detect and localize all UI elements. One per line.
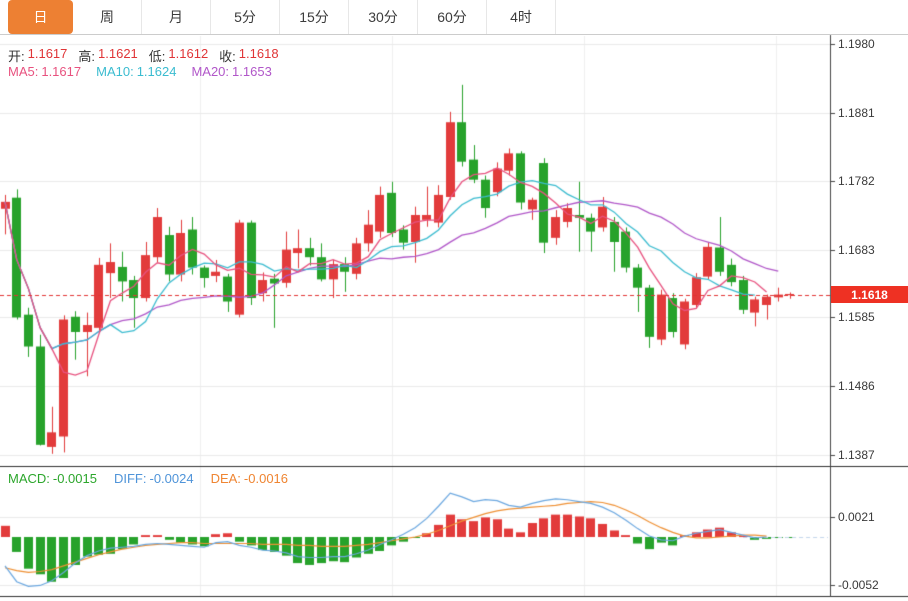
macd-row-item: DEA: -0.0016 [211, 471, 288, 486]
ohlc-row-item: 低: 1.1612 [149, 46, 208, 65]
ma-row-value: 1.1617 [41, 64, 82, 79]
ohlc-row-value: 1.1621 [98, 46, 138, 61]
tab-4hour[interactable]: 4时 [487, 0, 556, 34]
ma-row-value: 1.1653 [232, 64, 272, 79]
macd-row-item: DIFF: -0.0024 [114, 471, 194, 486]
tab-day[interactable]: 日 [8, 0, 73, 34]
ohlc-row-label: 收: [219, 49, 236, 64]
ma-row-item: MA20: 1.1653 [191, 64, 271, 79]
macd-row-label: DIFF: [113, 471, 147, 486]
ohlc-row-item: 开: 1.1617 [8, 46, 67, 65]
tab-30min[interactable]: 30分 [349, 0, 418, 34]
ohlc-row-value: 1.1617 [27, 46, 68, 61]
tab-60min[interactable]: 60分 [418, 0, 487, 34]
macd-row-label: DEA: [210, 471, 241, 486]
ma-row-item: MA10: 1.1624 [96, 64, 176, 79]
y-axis-label: -0.0052 [838, 578, 879, 592]
ohlc-row-label: 高: [78, 49, 96, 64]
ohlc-legend: 开: 1.1617 高: 1.1621 低: 1.1612 收: 1.1618 [8, 46, 279, 65]
tab-week[interactable]: 周 [73, 0, 142, 34]
y-axis-label: 1.1486 [838, 379, 875, 393]
macd-row-label: MACD: [8, 471, 50, 486]
macd-row-item: MACD: -0.0015 [8, 471, 97, 486]
macd-row-value: -0.0015 [52, 471, 97, 486]
y-axis-label: 0.0021 [838, 510, 875, 524]
y-axis-label: 1.1881 [838, 106, 875, 120]
ohlc-row-value: 1.1612 [168, 46, 209, 61]
ma-row-label: MA20: [191, 64, 230, 79]
ohlc-row-label: 低: [148, 49, 166, 64]
ma-row-label: MA10: [96, 64, 134, 79]
y-axis-label: 1.1585 [838, 310, 875, 324]
ma-row-value: 1.1624 [136, 64, 177, 79]
ma-row-item: MA5: 1.1617 [8, 64, 81, 79]
macd-legend: MACD: -0.0015 DIFF: -0.0024 DEA: -0.0016 [8, 471, 288, 486]
y-axis-label: 1.1980 [838, 37, 875, 51]
ohlc-row-item: 高: 1.1621 [78, 46, 137, 65]
ohlc-row-item: 收: 1.1618 [219, 46, 278, 65]
ohlc-row-value: 1.1618 [238, 46, 279, 61]
macd-row-value: -0.0016 [243, 471, 289, 486]
ma-row-label: MA5: [8, 64, 39, 79]
y-axis-label: 1.1683 [838, 243, 875, 257]
y-axis-label: 1.1782 [838, 174, 875, 188]
ohlc-row-label: 开: [8, 49, 25, 64]
timeframe-tabbar: 日周月 5分 15分 30分 60分 4时 [0, 0, 908, 35]
macd-row-value: -0.0024 [149, 471, 194, 486]
ma-legend: MA5: 1.1617 MA10: 1.1624 MA20: 1.1653 [8, 64, 272, 79]
y-axis-label: 1.1387 [838, 448, 875, 462]
current-price-badge: 1.1618 [831, 286, 908, 303]
tab-5min[interactable]: 5分 [211, 0, 280, 34]
tab-month[interactable]: 月 [142, 0, 211, 34]
tab-15min[interactable]: 15分 [280, 0, 349, 34]
